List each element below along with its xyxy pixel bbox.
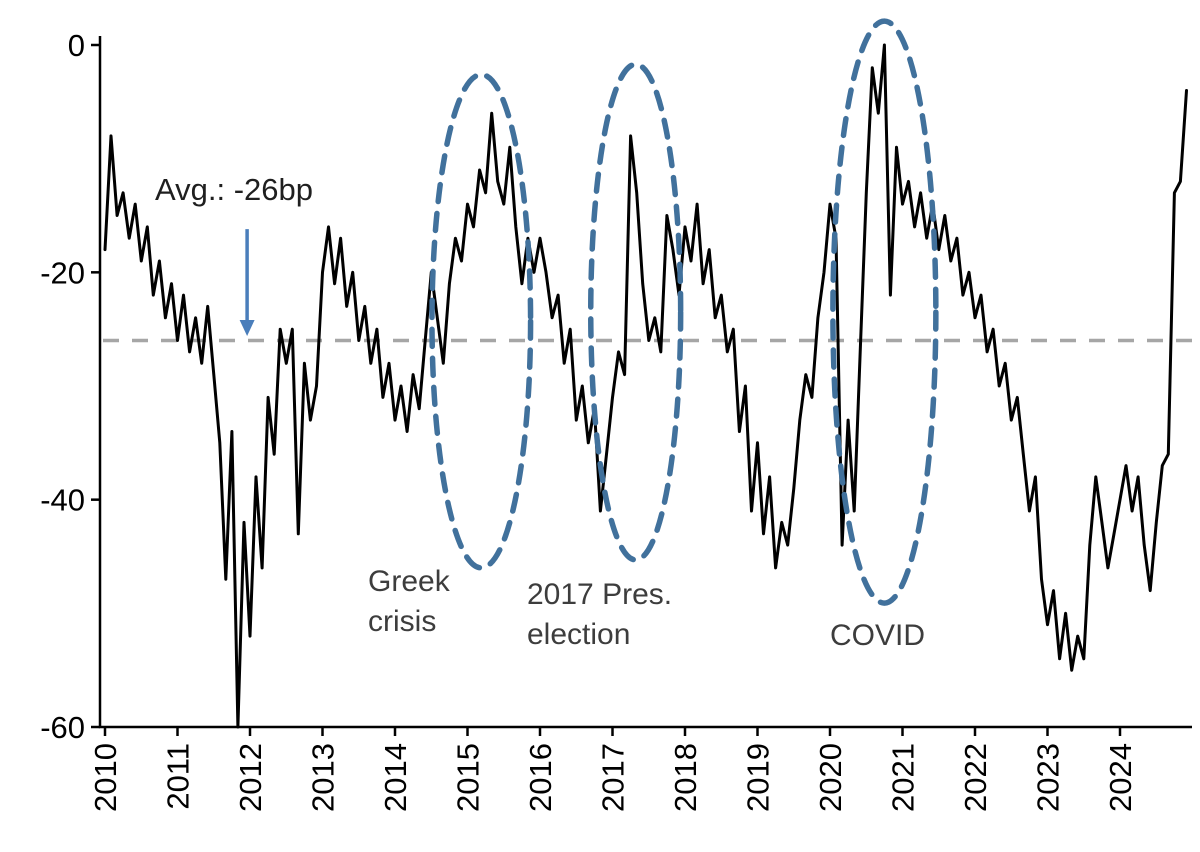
avg-arrow-head [239,319,255,336]
y-tick-label: -60 [40,710,85,745]
x-tick-label: 2011 [161,743,196,810]
greek-crisis-label: Greek crisis [368,565,450,638]
x-tick-label: 2019 [741,743,776,812]
highlight-ellipse-3 [830,18,939,606]
avg-annotation-label: Avg.: -26bp [155,172,313,207]
series-line [103,43,1188,729]
x-tick-label: 2016 [523,743,558,812]
x-tick-label: 2017 [596,743,631,812]
x-tick-label: 2020 [813,743,848,812]
x-tick-label: 2023 [1031,743,1066,812]
highlight-ellipse-2 [588,61,684,563]
x-tick-label: 2015 [451,743,486,812]
y-tick-label: 0 [68,28,85,63]
election-2017-label: 2017 Pres. election [527,578,673,651]
x-tick-label: 2014 [378,743,413,812]
x-tick-label: 2021 [886,743,921,812]
x-tick-label: 2010 [88,743,123,812]
highlight-ellipse-1 [429,71,534,571]
x-tick-label: 2022 [958,743,993,812]
x-tick-label: 2024 [1103,743,1138,812]
x-tick-label: 2018 [668,743,703,812]
x-tick-label: 2013 [306,743,341,812]
covid-label: COVID [830,619,926,652]
x-tick-label: 2012 [233,743,268,812]
y-tick-label: -20 [40,255,85,290]
y-tick-label: -40 [40,483,85,518]
